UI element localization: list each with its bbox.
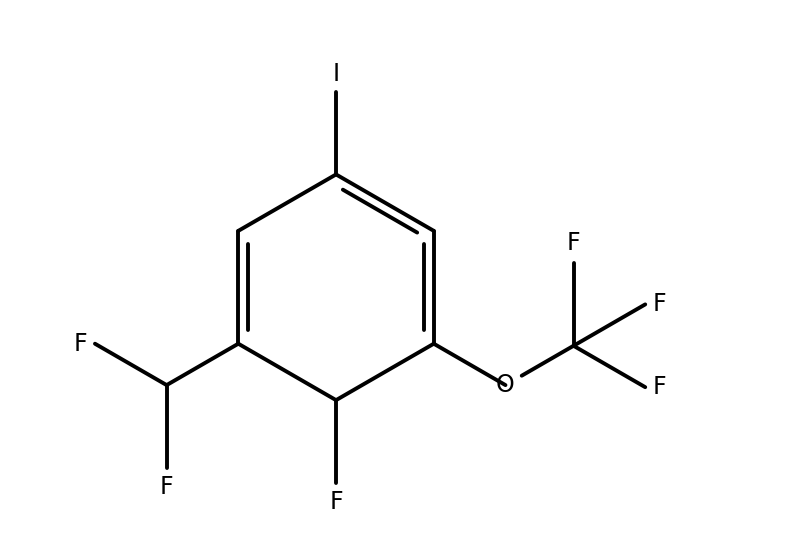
Text: F: F	[566, 231, 580, 256]
Text: F: F	[160, 475, 174, 500]
Text: F: F	[653, 293, 666, 316]
Text: F: F	[74, 332, 87, 355]
Text: I: I	[333, 62, 340, 87]
Text: F: F	[330, 490, 343, 514]
Text: F: F	[653, 375, 666, 399]
Text: O: O	[496, 373, 515, 397]
